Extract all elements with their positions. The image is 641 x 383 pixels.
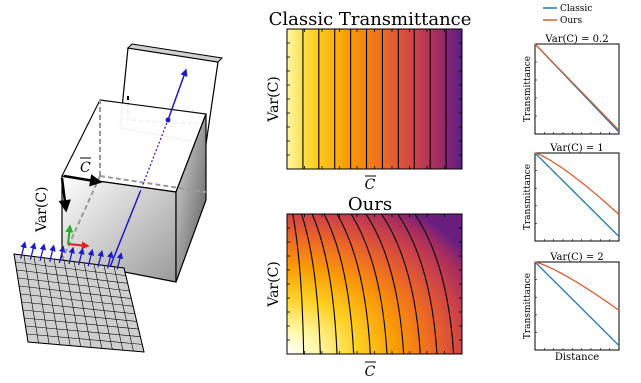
cube-hidden-edge [61, 175, 101, 261]
series-line-ours [534, 43, 620, 131]
cube-right-face [175, 113, 207, 283]
contour-line [292, 213, 305, 355]
incoming-ray [49, 244, 56, 262]
grid-line [63, 260, 82, 347]
incoming-ray [78, 247, 85, 266]
grid-line [103, 265, 124, 351]
contour-line [397, 213, 438, 355]
ray-segment-hidden [139, 119, 169, 193]
var-arrow [58, 177, 71, 213]
series-line-ours [534, 152, 620, 216]
plot-ylabel: Transmittance [523, 164, 533, 230]
contour-line [414, 213, 455, 355]
ray-hit-point [165, 117, 171, 123]
contour-line [350, 213, 388, 355]
incoming-ray [116, 252, 124, 270]
incoming-ray [58, 245, 66, 264]
ours-ylabel: Var(C) [266, 261, 282, 308]
incoming-ray [106, 251, 114, 269]
incoming-ray [68, 246, 75, 265]
grid-line [23, 255, 39, 343]
grid-line [16, 269, 128, 284]
var-label: Var(C) [34, 187, 50, 234]
axis-y [65, 224, 74, 245]
classic-heatmap [286, 28, 463, 170]
grid-line [33, 256, 50, 344]
right-panel: Classic Ours Var(C) = 0.2TransmittanceVa… [523, 4, 620, 363]
legend-ours-label: Ours [560, 16, 582, 26]
grid-line [83, 262, 103, 349]
plot-ylabel: Transmittance [523, 56, 533, 122]
incoming-rays [20, 241, 124, 270]
grid-line [123, 267, 145, 353]
incoming-ray [87, 248, 95, 267]
plot-title: Var(C) = 2 [549, 252, 604, 263]
grid-line [113, 266, 134, 352]
classic-xlabel: C [365, 177, 376, 193]
grid-line [17, 277, 130, 292]
incoming-ray [20, 241, 27, 259]
mean-label: C [80, 160, 91, 176]
contour-line [381, 213, 421, 355]
classic-title: Classic Transmittance [269, 9, 472, 30]
ours-xlabel: C [365, 364, 376, 380]
plot-ylabel: Transmittance [523, 273, 533, 339]
plot-title: Var(C) = 0.2 [544, 34, 608, 45]
ours-ticks [287, 214, 462, 354]
grid-line [13, 253, 29, 343]
grid-line [27, 341, 145, 353]
mean-arrow [63, 174, 103, 187]
legend: Classic Ours [543, 4, 592, 26]
contour-line [323, 213, 355, 355]
grid-line [26, 333, 143, 345]
grid-line [73, 261, 92, 348]
incoming-ray [97, 250, 104, 268]
grid-line [43, 257, 60, 345]
grid-line [21, 301, 135, 315]
ray-segment [107, 191, 141, 273]
classic-contours [302, 29, 447, 169]
grid-line [20, 293, 134, 307]
grid-line [24, 317, 139, 330]
series-line-classic [534, 152, 620, 238]
incoming-ray [29, 242, 37, 260]
line-plot: Var(C) = 2 Transmittance [523, 252, 620, 351]
line-plot: Var(C) = 1 Transmittance [523, 143, 620, 242]
grid-line [93, 264, 113, 350]
ours-contours [292, 213, 455, 355]
grid-line [15, 261, 126, 276]
plot-title: Var(C) = 1 [549, 143, 604, 154]
distance-xlabel: Distance [555, 352, 599, 363]
cube-illustration: C Var(C) [13, 43, 224, 353]
line-plot: Var(C) = 0.2 Transmittance [523, 34, 620, 135]
contour-line [311, 213, 338, 355]
contour-line [336, 213, 371, 355]
axis-x [67, 241, 90, 250]
pixel-grid [13, 253, 145, 353]
ours-heatmap [286, 213, 463, 355]
incoming-ray [39, 243, 46, 261]
grid-line [13, 253, 125, 269]
middle-panel: Classic Transmittance Var(C) C Ours Var(… [266, 9, 471, 380]
series-line-classic [534, 261, 620, 347]
legend-classic-label: Classic [560, 4, 592, 14]
ray-segment [167, 68, 188, 121]
back-plane-edge [126, 43, 224, 63]
grid-line [19, 285, 132, 299]
series-line-ours [534, 261, 620, 311]
contour-line [365, 213, 405, 355]
contour-line [301, 213, 321, 355]
ours-title: Ours [348, 194, 392, 215]
grid-line [53, 259, 71, 346]
cube-hidden-edge [99, 175, 207, 193]
classic-ticks [287, 29, 462, 169]
classic-ylabel: Var(C) [266, 76, 282, 123]
grid-line [22, 309, 137, 322]
grid-line [25, 325, 141, 338]
